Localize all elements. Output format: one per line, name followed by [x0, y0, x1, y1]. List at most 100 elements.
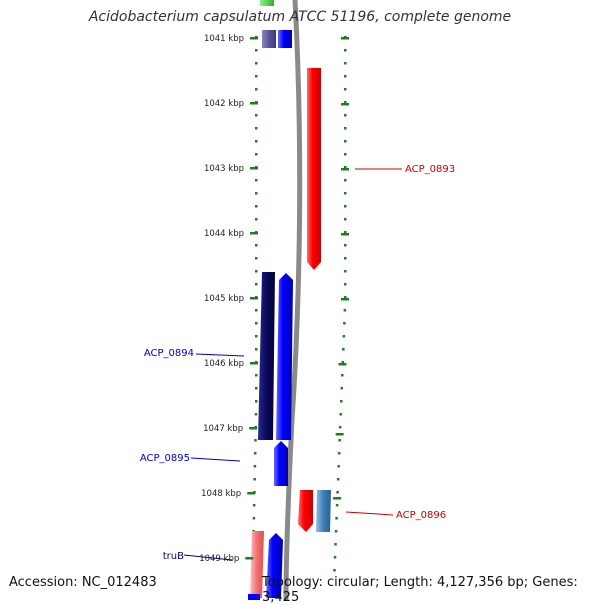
scale-tick-label: 1045 kbp — [204, 294, 244, 304]
callout-line — [195, 353, 245, 357]
right-track-tick — [341, 298, 349, 301]
gene-blue-bottom-2 — [248, 594, 260, 600]
right-track-dot — [344, 49, 347, 52]
right-track-dot — [341, 374, 344, 377]
gene-steel — [316, 490, 331, 532]
left-track-dot — [255, 205, 258, 208]
right-track-dot — [344, 166, 347, 169]
left-track-dot — [255, 387, 258, 390]
left-track-dot — [255, 218, 258, 221]
left-track-dot — [255, 179, 258, 182]
left-track-dot — [253, 465, 257, 468]
gene-green-top — [260, 0, 274, 6]
right-track-tick — [341, 233, 349, 236]
left-track-tick — [249, 427, 258, 430]
map-title: Acidobacterium capsulatum ATCC 51196, co… — [88, 9, 512, 25]
right-track-dot — [344, 296, 347, 299]
right-track-dot — [333, 556, 337, 559]
right-track-dot — [333, 569, 336, 572]
gene-acp-0896 — [298, 490, 313, 532]
left-track-dot — [255, 153, 258, 156]
right-track-tick — [341, 168, 349, 171]
left-track-dot — [255, 257, 258, 260]
right-track-dot — [337, 452, 341, 455]
left-track-tick — [247, 492, 256, 495]
gene-label-acp-0894[interactable]: ACP_0894 — [144, 348, 194, 359]
left-track-dot — [255, 192, 258, 195]
scale-tick-label: 1043 kbp — [204, 164, 244, 174]
right-track-tick — [333, 497, 342, 500]
left-track-dot — [255, 244, 258, 247]
right-track-dot — [344, 192, 347, 195]
left-track-dot — [255, 374, 258, 377]
genome-backbone — [283, 0, 303, 600]
gene-blue-top — [278, 30, 292, 48]
accession-text: Accession: NC_012483 — [9, 575, 157, 590]
left-track-dot — [255, 49, 258, 52]
right-track-dot — [338, 439, 341, 442]
left-track-dot — [255, 75, 258, 78]
scale-tick-label: 1044 kbp — [204, 229, 244, 239]
callout-line — [345, 511, 394, 516]
right-track-dot — [343, 322, 346, 325]
right-track-dot — [335, 504, 339, 507]
gene-acp-0893 — [307, 68, 321, 270]
right-track-dot — [344, 257, 347, 260]
right-track-dot — [342, 335, 346, 338]
right-track-dot — [344, 218, 347, 221]
right-track-dot — [344, 244, 347, 247]
right-track-dot — [344, 270, 347, 273]
left-track-dot — [255, 62, 258, 65]
left-track-tick — [250, 232, 258, 235]
right-track-dot — [344, 88, 347, 91]
left-track-dot — [254, 439, 257, 442]
callout-line — [183, 554, 233, 561]
right-track-dot — [335, 517, 338, 520]
left-track-dot — [254, 413, 258, 416]
right-track-dot — [339, 413, 342, 416]
left-track-tick — [250, 102, 258, 105]
right-track-dot — [341, 361, 345, 364]
right-track-dot — [344, 101, 347, 104]
gene-acp-0894 — [258, 272, 275, 440]
left-track-tick — [250, 37, 258, 40]
right-track-tick — [335, 433, 344, 436]
right-track-dot — [344, 114, 347, 117]
right-track-tick — [341, 37, 349, 40]
gene-label-acp-0895[interactable]: ACP_0895 — [140, 453, 190, 464]
left-track-dot — [255, 114, 258, 117]
left-track-dot — [255, 400, 258, 403]
left-track-dot — [255, 88, 258, 91]
gene-callouts: ACP_0893 ACP_0894 ACP_0895 ACP_0896 truB — [140, 164, 455, 562]
right-track-dot — [344, 205, 347, 208]
right-track-dot — [336, 478, 340, 481]
right-track-dot — [344, 62, 347, 65]
right-track-dot — [342, 348, 345, 351]
gene-label-acp-0896[interactable]: ACP_0896 — [396, 510, 446, 521]
left-track-dot — [255, 283, 258, 286]
left-track-tick — [250, 297, 258, 300]
right-track-dot — [344, 283, 347, 286]
right-track-dot — [340, 387, 344, 390]
right-track-dot — [344, 75, 347, 78]
callout-line — [190, 457, 241, 462]
left-track-tick — [250, 167, 258, 170]
right-track-dot — [344, 140, 347, 143]
scale-tick-label: 1047 kbp — [203, 424, 243, 434]
right-track-dot — [344, 127, 347, 130]
right-track-dot — [336, 491, 339, 494]
left-track-dot — [255, 140, 258, 143]
gene-label-acp-0893[interactable]: ACP_0893 — [405, 164, 455, 175]
scale-tick-label: 1041 kbp — [204, 34, 244, 44]
left-track-dot — [255, 322, 258, 325]
gene-blue-long — [276, 273, 293, 440]
genome-summary-text: Topology: circular; Length: 4,127,356 bp… — [262, 575, 578, 605]
scale-tick-label: 1048 kbp — [201, 489, 241, 499]
right-track-dot — [340, 400, 343, 403]
right-track-tick — [338, 363, 347, 366]
right-track-dot — [334, 530, 338, 533]
gene-label-trub[interactable]: truB — [163, 551, 184, 562]
gene-acp-0895 — [274, 441, 288, 486]
left-track-dot — [255, 335, 258, 338]
